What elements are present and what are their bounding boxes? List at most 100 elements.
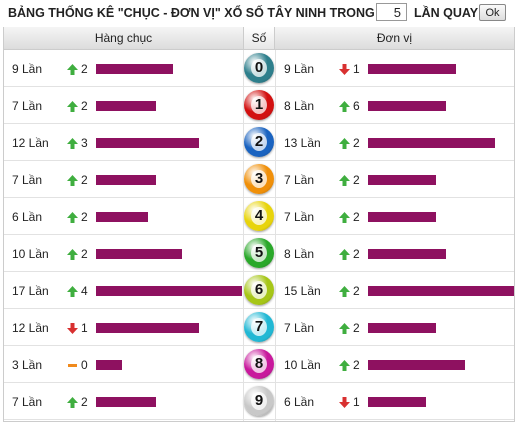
row: 7 Lần 2 6 Lần 1 9	[4, 383, 514, 420]
change-value: 6	[353, 99, 360, 113]
count-label: 7 Lần	[12, 99, 43, 113]
count-label: 8 Lần	[284, 247, 315, 261]
row: 7 Lần 2 7 Lần 2 3	[4, 161, 514, 198]
trend-arrow	[339, 175, 350, 186]
trend-arrow	[67, 175, 78, 186]
trend-arrow	[339, 323, 350, 334]
trend-arrow	[339, 249, 350, 260]
digit: 6	[251, 281, 267, 299]
row: 9 Lần 2 9 Lần 1 0	[4, 50, 514, 87]
digit-ball: 0	[244, 53, 274, 83]
row: 6 Lần 2 7 Lần 2 4	[4, 198, 514, 235]
change-value: 2	[81, 210, 88, 224]
title-suffix: LẦN QUAY	[414, 6, 479, 20]
change-value: 2	[81, 247, 88, 261]
change-value: 2	[353, 358, 360, 372]
trend-arrow	[67, 212, 78, 223]
count-bar	[368, 323, 437, 333]
digit-ball: 6	[244, 275, 274, 305]
count-bar	[96, 360, 122, 370]
row: 3 Lần 0 10 Lần 2 8	[4, 346, 514, 383]
draw-count-input[interactable]: 5	[376, 3, 407, 21]
digit: 0	[251, 59, 267, 77]
trend-arrow	[339, 64, 350, 75]
digit: 2	[251, 133, 267, 151]
count-label: 6 Lần	[284, 395, 315, 409]
count-bar	[96, 138, 200, 148]
column-header: Đơn vị	[275, 27, 514, 50]
digit: 3	[251, 170, 267, 188]
trend-arrow	[339, 286, 350, 297]
trend-arrow	[339, 212, 350, 223]
row: 12 Lần 3 13 Lần 2 2	[4, 124, 514, 161]
count-bar	[368, 175, 437, 185]
count-bar	[368, 286, 514, 296]
count-label: 3 Lần	[12, 358, 43, 372]
count-bar	[368, 212, 437, 222]
digit: 1	[251, 96, 267, 114]
digit-ball: 8	[244, 349, 274, 379]
change-value: 2	[353, 210, 360, 224]
trend-arrow	[339, 397, 350, 408]
change-value: 2	[353, 284, 360, 298]
count-label: 9 Lần	[12, 62, 43, 76]
count-label: 15 Lần	[284, 284, 321, 298]
change-value: 1	[353, 395, 360, 409]
digit: 4	[251, 207, 267, 225]
trend-arrow	[67, 323, 78, 334]
digit: 9	[251, 392, 267, 410]
count-bar	[96, 175, 157, 185]
column-header: Số	[243, 27, 275, 50]
change-value: 2	[81, 395, 88, 409]
trend-arrow	[339, 138, 350, 149]
count-bar	[96, 397, 157, 407]
row: 12 Lần 1 7 Lần 2 7	[4, 309, 514, 346]
change-value: 1	[81, 321, 88, 335]
change-value: 2	[353, 247, 360, 261]
trend-arrow	[67, 138, 78, 149]
count-label: 8 Lần	[284, 99, 315, 113]
count-bar	[96, 323, 200, 333]
trend-arrow	[67, 397, 78, 408]
count-bar	[368, 64, 456, 74]
change-value: 2	[353, 173, 360, 187]
digit-ball: 9	[244, 386, 274, 416]
trend-arrow	[67, 249, 78, 260]
digit-ball: 7	[244, 312, 274, 342]
change-value: 2	[353, 136, 360, 150]
change-value: 4	[81, 284, 88, 298]
trend-arrow	[67, 101, 78, 112]
digit-ball: 3	[244, 164, 274, 194]
count-label: 13 Lần	[284, 136, 321, 150]
count-bar	[368, 249, 446, 259]
count-label: 6 Lần	[12, 210, 43, 224]
count-label: 12 Lần	[12, 136, 49, 150]
count-bar	[368, 397, 427, 407]
count-label: 10 Lần	[12, 247, 49, 261]
ok-button[interactable]: Ok	[479, 4, 506, 21]
digit-ball: 5	[244, 238, 274, 268]
count-label: 7 Lần	[12, 173, 43, 187]
count-label: 7 Lần	[284, 321, 315, 335]
digit-ball: 2	[244, 127, 274, 157]
trend-arrow	[67, 360, 78, 371]
count-label: 7 Lần	[284, 173, 315, 187]
digit: 8	[251, 355, 267, 373]
row: 7 Lần 2 8 Lần 6 1	[4, 87, 514, 124]
digit: 5	[251, 244, 267, 262]
digit: 7	[251, 318, 267, 336]
count-bar	[96, 286, 242, 296]
count-label: 17 Lần	[12, 284, 49, 298]
count-bar	[96, 249, 182, 259]
trend-arrow	[339, 360, 350, 371]
count-label: 9 Lần	[284, 62, 315, 76]
change-value: 0	[81, 358, 88, 372]
count-bar	[96, 101, 157, 111]
count-bar	[96, 64, 174, 74]
trend-arrow	[339, 101, 350, 112]
trend-arrow	[67, 64, 78, 75]
count-label: 7 Lần	[12, 395, 43, 409]
row: 10 Lần 2 8 Lần 2 5	[4, 235, 514, 272]
count-bar	[368, 138, 495, 148]
count-bar	[368, 360, 466, 370]
